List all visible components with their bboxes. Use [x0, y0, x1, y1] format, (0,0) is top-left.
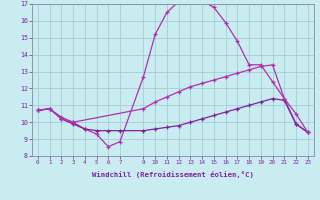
X-axis label: Windchill (Refroidissement éolien,°C): Windchill (Refroidissement éolien,°C) [92, 171, 254, 178]
